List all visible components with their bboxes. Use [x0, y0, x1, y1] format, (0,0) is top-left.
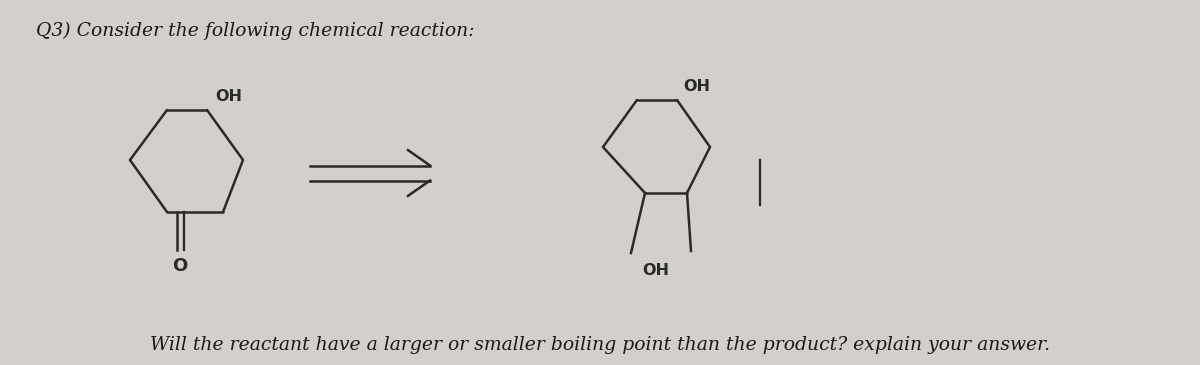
Text: OH: OH	[215, 89, 242, 104]
Text: Q3) Consider the following chemical reaction:: Q3) Consider the following chemical reac…	[36, 22, 475, 40]
Text: OH: OH	[642, 263, 670, 278]
Text: OH: OH	[683, 79, 710, 94]
Text: O: O	[173, 257, 187, 275]
Text: Will the reactant have a larger or smaller boiling point than the product? expla: Will the reactant have a larger or small…	[150, 336, 1050, 354]
